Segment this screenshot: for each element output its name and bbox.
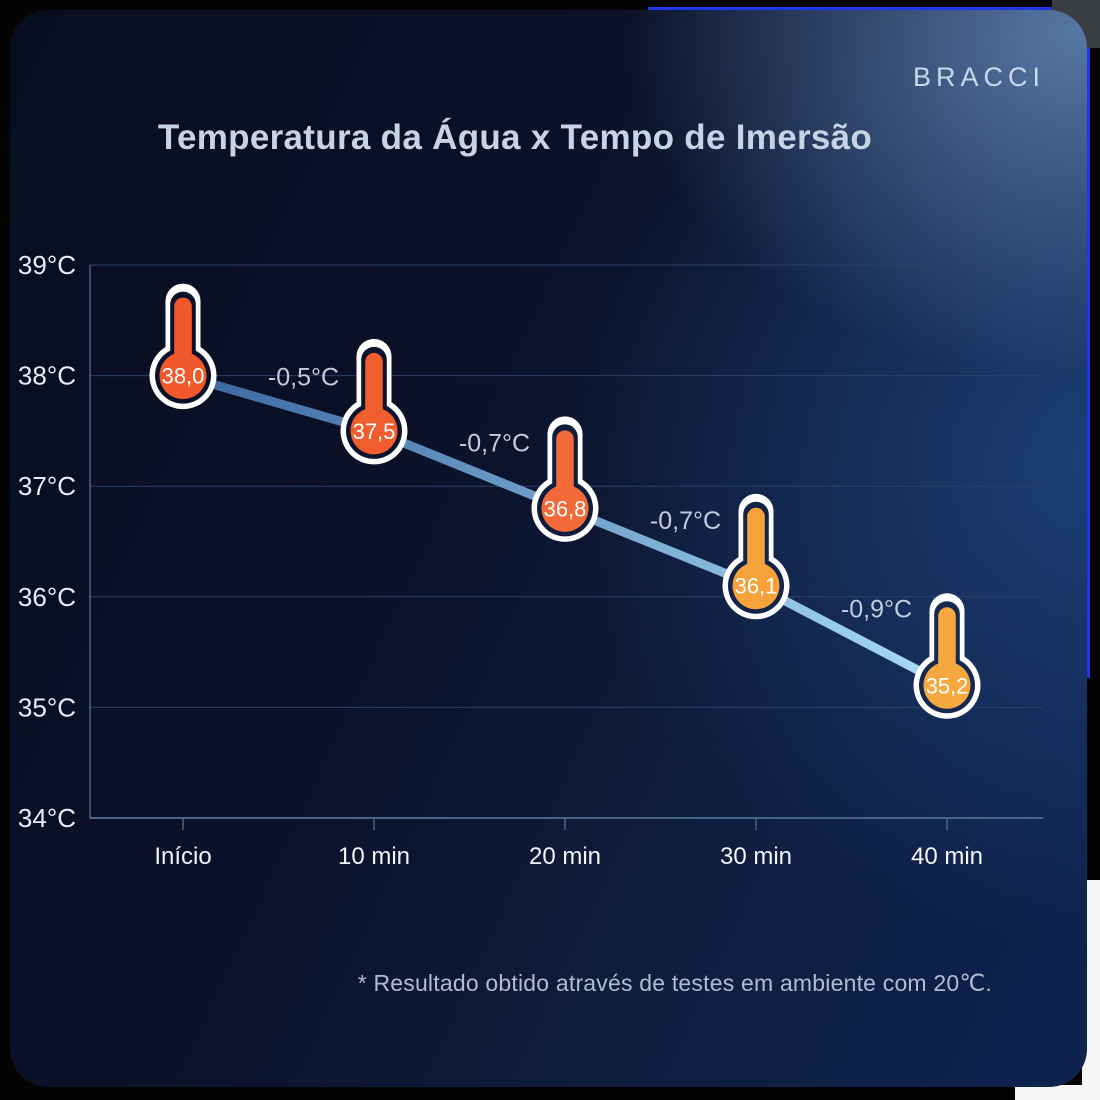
y-tick-label: 38°C bbox=[18, 361, 76, 391]
brand-logo: BRACCI bbox=[912, 62, 1045, 92]
thermometer-icon bbox=[732, 562, 780, 610]
thermometer-icon bbox=[923, 661, 971, 709]
thermometer-icon bbox=[350, 407, 398, 455]
corner-backdrop-bottom-edge bbox=[1015, 1085, 1100, 1100]
delta-label: -0,5°C bbox=[268, 363, 339, 391]
x-tick-label: Início bbox=[154, 843, 211, 870]
thermometer-icon bbox=[541, 484, 589, 532]
x-tick-label: 20 min bbox=[529, 843, 601, 870]
chart-title: Temperatura da Água x Tempo de Imersão bbox=[157, 118, 873, 157]
x-tick-label: 40 min bbox=[911, 843, 983, 870]
marker-value: 35,2 bbox=[926, 673, 969, 698]
thermometer-icon bbox=[159, 352, 207, 400]
x-tick-label: 30 min bbox=[720, 843, 792, 870]
footnote: * Resultado obtido através de testes em … bbox=[357, 970, 992, 996]
delta-label: -0,7°C bbox=[650, 507, 721, 535]
infographic-card bbox=[10, 10, 1087, 1087]
y-tick-label: 37°C bbox=[18, 471, 76, 501]
marker-value: 36,8 bbox=[544, 496, 587, 521]
y-tick-label: 34°C bbox=[18, 803, 76, 833]
marker-value: 38,0 bbox=[162, 364, 205, 389]
delta-label: -0,7°C bbox=[459, 430, 530, 458]
delta-label: -0,9°C bbox=[841, 596, 912, 624]
y-tick-label: 35°C bbox=[18, 692, 76, 722]
x-tick-label: 10 min bbox=[338, 843, 410, 870]
marker-value: 36,1 bbox=[735, 574, 778, 599]
y-tick-label: 39°C bbox=[18, 250, 76, 280]
y-tick-label: 36°C bbox=[18, 582, 76, 612]
marker-value: 37,5 bbox=[353, 419, 396, 444]
